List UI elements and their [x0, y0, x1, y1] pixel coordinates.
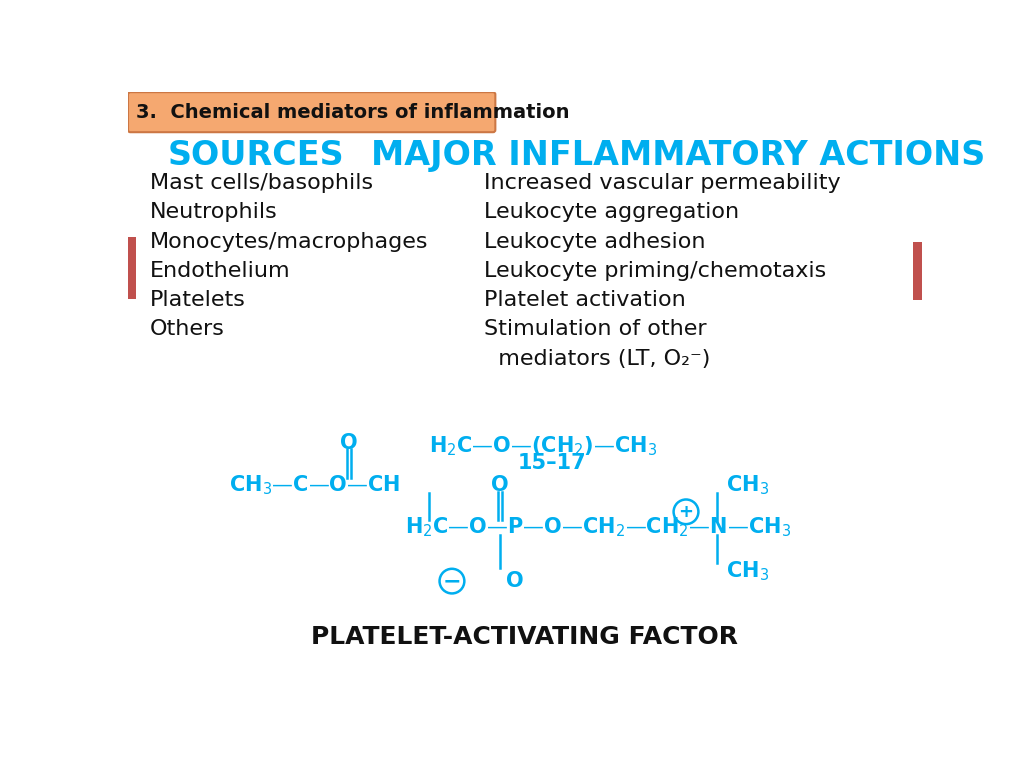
- Text: SOURCES: SOURCES: [168, 139, 344, 172]
- Text: 15–17: 15–17: [518, 453, 587, 473]
- Text: Neutrophils: Neutrophils: [150, 202, 278, 222]
- Text: PLATELET-ACTIVATING FACTOR: PLATELET-ACTIVATING FACTOR: [311, 625, 738, 649]
- Text: Others: Others: [150, 319, 224, 339]
- Text: CH$_3$: CH$_3$: [726, 559, 769, 583]
- Bar: [913, 243, 922, 300]
- Text: O: O: [506, 571, 524, 591]
- Text: O: O: [492, 475, 509, 495]
- Text: Leukocyte adhesion: Leukocyte adhesion: [484, 231, 706, 252]
- Text: Leukocyte priming/chemotaxis: Leukocyte priming/chemotaxis: [484, 261, 826, 281]
- Text: Endothelium: Endothelium: [150, 261, 291, 281]
- Text: H$_2$C—O—P—O—CH$_2$—CH$_2$—N—CH$_3$: H$_2$C—O—P—O—CH$_2$—CH$_2$—N—CH$_3$: [406, 515, 792, 539]
- Text: Stimulation of other: Stimulation of other: [484, 319, 708, 339]
- Text: Platelets: Platelets: [150, 290, 246, 310]
- Text: Monocytes/macrophages: Monocytes/macrophages: [150, 231, 428, 252]
- Text: MAJOR INFLAMMATORY ACTIONS: MAJOR INFLAMMATORY ACTIONS: [371, 139, 985, 172]
- Text: Mast cells/basophils: Mast cells/basophils: [150, 173, 373, 193]
- Text: 3.  Chemical mediators of inflammation: 3. Chemical mediators of inflammation: [136, 104, 569, 122]
- Text: mediators (LT, O₂⁻): mediators (LT, O₂⁻): [484, 349, 711, 369]
- FancyBboxPatch shape: [128, 92, 496, 132]
- Bar: [128, 237, 136, 299]
- Text: CH$_3$—C—O—CH: CH$_3$—C—O—CH: [228, 473, 400, 497]
- Text: +: +: [679, 503, 693, 521]
- Text: −: −: [442, 571, 461, 591]
- Text: CH$_3$: CH$_3$: [726, 473, 769, 497]
- Text: Platelet activation: Platelet activation: [484, 290, 686, 310]
- Text: H$_2$C—O—(CH$_2$)—CH$_3$: H$_2$C—O—(CH$_2$)—CH$_3$: [429, 435, 657, 458]
- Text: O: O: [340, 432, 357, 452]
- Text: Leukocyte aggregation: Leukocyte aggregation: [484, 202, 739, 222]
- Text: Increased vascular permeability: Increased vascular permeability: [484, 173, 841, 193]
